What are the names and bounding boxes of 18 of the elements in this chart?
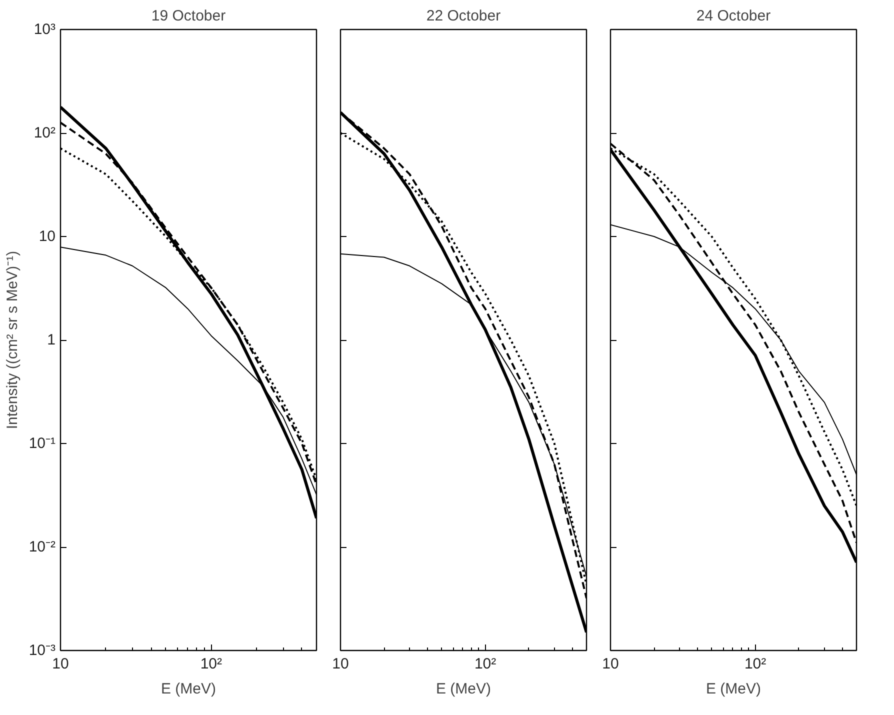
x-tick-label: 10² <box>200 656 222 672</box>
x-axis-title: E (MeV) <box>161 680 216 698</box>
y-tick-label: 10² <box>34 124 56 142</box>
x-tick-label: 10 <box>332 656 349 672</box>
y-tick-label: 10⁻¹ <box>28 435 56 452</box>
x-axis-title: E (MeV) <box>436 680 492 698</box>
x-axis-title: E (MeV) <box>706 680 762 698</box>
y-tick-label: 10³ <box>34 21 56 38</box>
y-axis-title: Intensity ((cm² sr s MeV)⁻¹) <box>4 250 21 430</box>
chart-title: 19 October <box>151 8 226 24</box>
x-tick-label: 10² <box>744 656 766 672</box>
y-tick-label: 1 <box>47 332 56 348</box>
x-tick-label: 10 <box>602 656 619 672</box>
y-tick-label: 10⁻² <box>28 538 56 556</box>
y-tick-label: 10 <box>38 228 56 245</box>
x-tick-label: 10² <box>474 656 496 672</box>
chart-title: 22 October <box>426 8 501 24</box>
chart-title: 24 October <box>696 8 771 24</box>
